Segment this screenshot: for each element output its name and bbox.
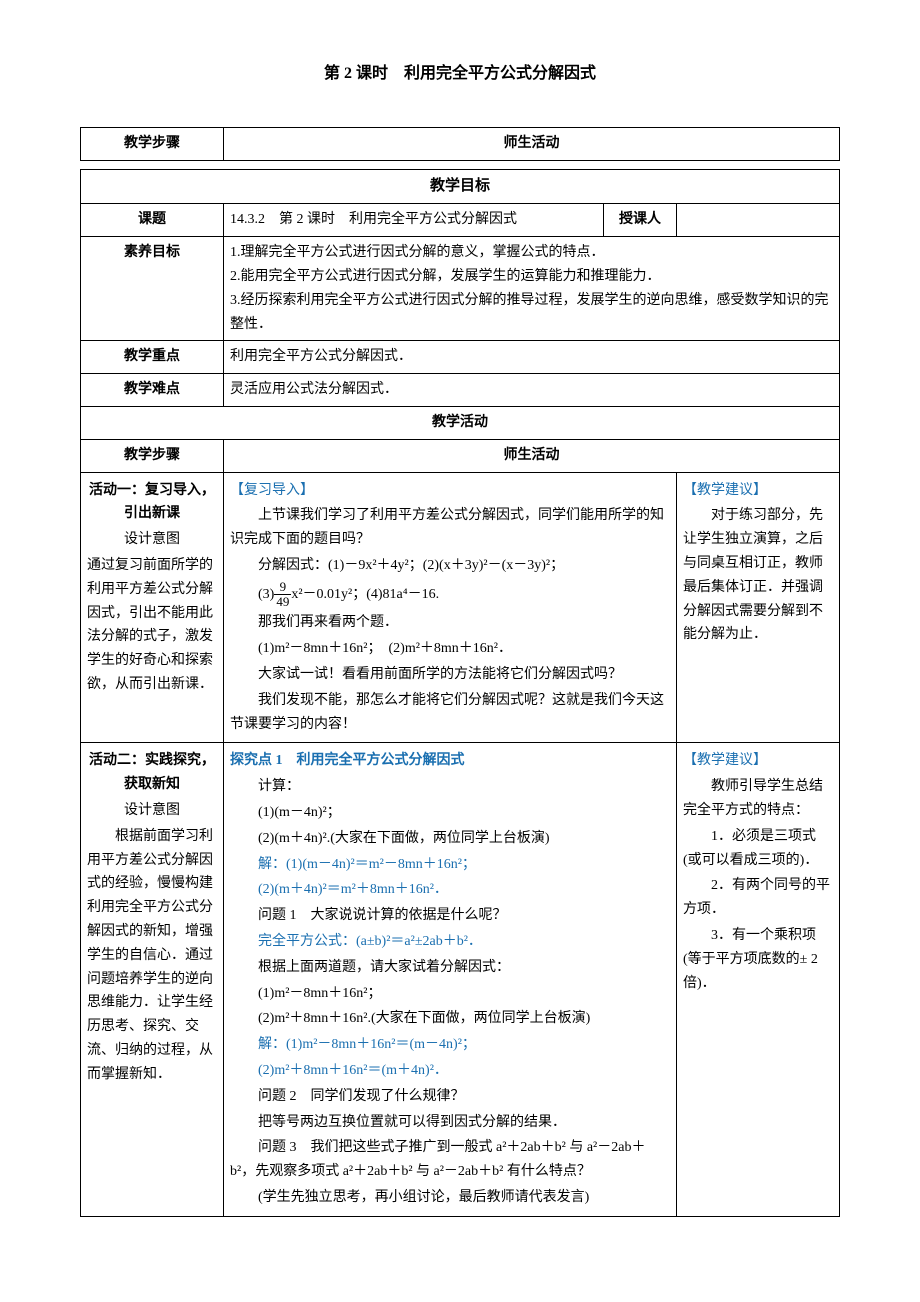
- body-line: 解：(1)(m－4n)²＝m²－8mn＋16n²；: [230, 853, 670, 877]
- act1-right-body: 对于练习部分，先让学生独立演算，之后与同桌互相订正，教师最后集体订正．并强调分解…: [683, 504, 833, 647]
- body-line: (1)m²－8mn＋16n²； (2)m²＋8mn＋16n²．: [230, 637, 670, 661]
- act1-right-title: 【教学建议】: [683, 479, 833, 503]
- body-line: 根据上面两道题，请大家试着分解因式：: [230, 956, 670, 980]
- body-line: 问题 2 同学们发现了什么规律？: [230, 1085, 670, 1109]
- act2-right: 【教学建议】 教师引导学生总结完全平方式的特点： 1．必须是三项式(或可以看成三…: [677, 743, 840, 1216]
- body-line: (2)m²＋8mn＋16n²＝(m＋4n)²．: [230, 1059, 670, 1083]
- body-line: 3．有一个乘积项(等于平方项底数的± 2 倍)．: [683, 924, 833, 995]
- act-col-step: 教学步骤: [81, 439, 224, 472]
- body-line: (3)949x²－0.01y²；(4)81a⁴－16.: [230, 580, 670, 610]
- goals-header: 教学目标: [81, 169, 840, 204]
- act2-mid: 探究点 1 利用完全平方公式分解因式 计算： (1)(m－4n)²； (2)(m…: [224, 743, 677, 1216]
- act1-mid-title: 【复习导入】: [230, 479, 670, 503]
- difficulty-label: 教学难点: [81, 374, 224, 407]
- body-line: (2)(m＋4n)².(大家在下面做，两位同学上台板演): [230, 827, 670, 851]
- act1-right: 【教学建议】 对于练习部分，先让学生独立演算，之后与同桌互相订正，教师最后集体订…: [677, 472, 840, 743]
- act1-left-title: 活动一：复习导入，引出新课: [87, 479, 217, 527]
- body-line: (2)(m＋4n)²＝m²＋8mn＋16n²．: [230, 878, 670, 902]
- body-line: 2．有两个同号的平方项．: [683, 874, 833, 922]
- body-line: 问题 1 大家说说计算的依据是什么呢？: [230, 904, 670, 928]
- act1-left-intent: 设计意图: [87, 528, 217, 552]
- act1-left: 活动一：复习导入，引出新课 设计意图 通过复习前面所学的利用平方差公式分解因式，…: [81, 472, 224, 743]
- goal-line: 3.经历探索利用完全平方公式进行因式分解的推导过程，发展学生的逆向思维，感受数学…: [230, 289, 833, 337]
- act-col-activity: 师生活动: [224, 439, 840, 472]
- body-line: (学生先独立思考，再小组讨论，最后教师请代表发言): [230, 1186, 670, 1210]
- body-line: 上节课我们学习了利用平方差公式分解因式，同学们能用所学的知识完成下面的题目吗？: [230, 504, 670, 552]
- goal-line: 1.理解完全平方公式进行因式分解的意义，掌握公式的特点．: [230, 241, 833, 265]
- page-title: 第 2 课时 利用完全平方公式分解因式: [80, 60, 840, 87]
- goals-value: 1.理解完全平方公式进行因式分解的意义，掌握公式的特点． 2.能用完全平方公式进…: [224, 237, 840, 341]
- act2-mid-title: 探究点 1 利用完全平方公式分解因式: [230, 749, 670, 773]
- act2-left-body: 根据前面学习利用平方差公式分解因式的经验，慢慢构建利用完全平方公式分解因式的新知…: [87, 825, 217, 1087]
- body-line: 解：(1)m²－8mn＋16n²＝(m－4n)²；: [230, 1033, 670, 1057]
- act1-left-body: 通过复习前面所学的利用平方差公式分解因式，引出不能用此法分解的式子，激发学生的好…: [87, 554, 217, 697]
- act2-right-title: 【教学建议】: [683, 749, 833, 773]
- act2-left: 活动二：实践探究，获取新知 设计意图 根据前面学习利用平方差公式分解因式的经验，…: [81, 743, 224, 1216]
- keypoint-value: 利用完全平方公式分解因式．: [224, 341, 840, 374]
- act2-left-intent: 设计意图: [87, 799, 217, 823]
- activity-row-2: 活动二：实践探究，获取新知 设计意图 根据前面学习利用平方差公式分解因式的经验，…: [81, 743, 840, 1216]
- body-line: 1．必须是三项式(或可以看成三项的)．: [683, 825, 833, 873]
- goal-line: 2.能用完全平方公式进行因式分解，发展学生的运算能力和推理能力．: [230, 265, 833, 289]
- act1-mid: 【复习导入】 上节课我们学习了利用平方差公式分解因式，同学们能用所学的知识完成下…: [224, 472, 677, 743]
- body-line: 教师引导学生总结完全平方式的特点：: [683, 775, 833, 823]
- main-table: 教学目标 课题 14.3.2 第 2 课时 利用完全平方公式分解因式 授课人 素…: [80, 169, 840, 1217]
- header-table: 教学步骤 师生活动: [80, 127, 840, 161]
- body-line: 我们发现不能，那怎么才能将它们分解因式呢？这就是我们今天这节课要学习的内容！: [230, 689, 670, 737]
- goals-label: 素养目标: [81, 237, 224, 341]
- teacher-label: 授课人: [604, 204, 677, 237]
- lesson-title-value: 14.3.2 第 2 课时 利用完全平方公式分解因式: [224, 204, 604, 237]
- lesson-title-label: 课题: [81, 204, 224, 237]
- body-line: 大家试一试！看看用前面所学的方法能将它们分解因式吗？: [230, 663, 670, 687]
- difficulty-value: 灵活应用公式法分解因式．: [224, 374, 840, 407]
- body-line: 问题 3 我们把这些式子推广到一般式 a²＋2ab＋b² 与 a²－2ab＋b²…: [230, 1136, 670, 1184]
- body-line: (1)m²－8mn＋16n²；: [230, 982, 670, 1006]
- keypoint-label: 教学重点: [81, 341, 224, 374]
- activities-header: 教学活动: [81, 407, 840, 440]
- body-line: 那我们再来看两个题．: [230, 611, 670, 635]
- body-line: 把等号两边互换位置就可以得到因式分解的结果．: [230, 1111, 670, 1135]
- activity-row-1: 活动一：复习导入，引出新课 设计意图 通过复习前面所学的利用平方差公式分解因式，…: [81, 472, 840, 743]
- teacher-value: [677, 204, 840, 237]
- body-line: (2)m²＋8mn＋16n².(大家在下面做，两位同学上台板演): [230, 1007, 670, 1031]
- header-col-activity: 师生活动: [224, 128, 840, 161]
- act2-left-title: 活动二：实践探究，获取新知: [87, 749, 217, 797]
- body-line: 计算：: [230, 775, 670, 799]
- body-line: (1)(m－4n)²；: [230, 801, 670, 825]
- body-line: 分解因式：(1)－9x²＋4y²；(2)(x＋3y)²－(x－3y)²；: [230, 554, 670, 578]
- body-line: 完全平方公式：(a±b)²＝a²±2ab＋b²．: [230, 930, 670, 954]
- header-col-step: 教学步骤: [81, 128, 224, 161]
